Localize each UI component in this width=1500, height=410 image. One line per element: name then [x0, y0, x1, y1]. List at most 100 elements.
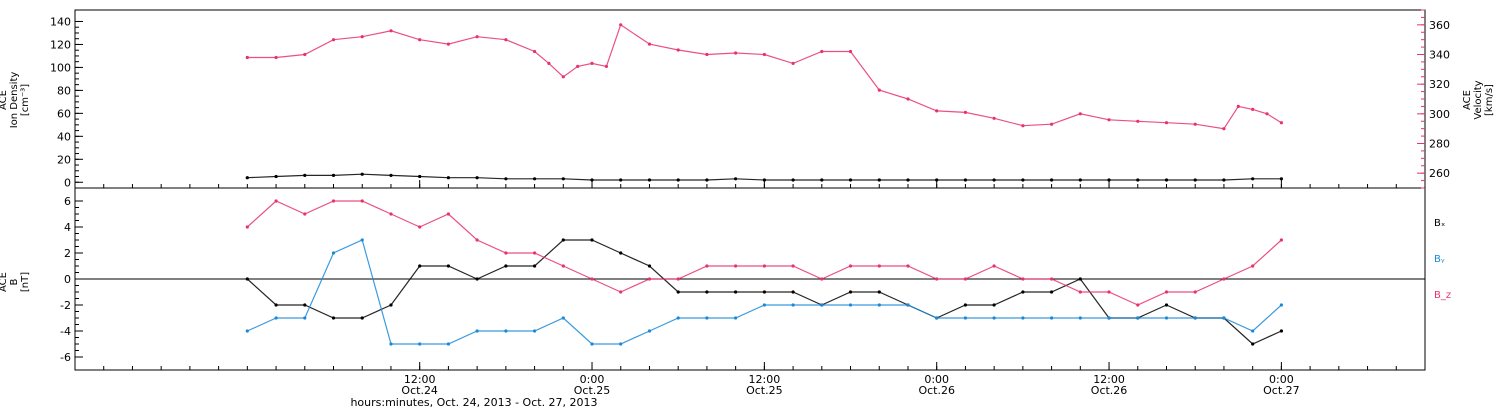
velocity-point	[1265, 112, 1269, 116]
velocity-tick-label: 320	[1429, 78, 1450, 91]
velocity-point	[734, 51, 738, 55]
x-tick-label-date: Oct.25	[746, 384, 783, 397]
bz-point	[1251, 264, 1255, 268]
by-point	[1193, 316, 1197, 320]
bx-point	[963, 303, 968, 307]
b-tick-label: 6	[64, 195, 71, 208]
bz-point	[504, 251, 508, 255]
by-point	[504, 329, 508, 333]
ion-density-point	[1078, 178, 1082, 182]
b-legend: Bₓ Bᵧ B_z	[1434, 218, 1451, 301]
b-label-line-2: B	[9, 278, 20, 285]
velocity-point	[1193, 122, 1197, 126]
bz-point	[590, 277, 594, 281]
bz-point	[446, 212, 450, 216]
bx-point	[504, 264, 508, 268]
by-point	[791, 303, 795, 307]
velocity-point	[992, 116, 996, 120]
bz-point	[1136, 303, 1140, 307]
by-point	[1251, 329, 1255, 333]
velocity-line	[247, 23, 1282, 130]
by-point	[446, 342, 450, 346]
velocity-point	[1136, 119, 1140, 123]
velocity-point	[1164, 121, 1169, 125]
bx-point	[331, 316, 336, 320]
velocity-point	[245, 55, 249, 60]
velocity-point	[446, 42, 450, 46]
by-point	[475, 329, 479, 333]
velocity-point	[475, 35, 479, 39]
bz-point	[245, 225, 249, 229]
ion-density-point	[619, 178, 623, 182]
ion-density-point	[791, 178, 795, 182]
velocity-tick-label: 360	[1429, 19, 1450, 32]
bx-point	[590, 238, 594, 242]
bz-point	[877, 264, 881, 268]
by-point	[418, 342, 422, 346]
bx-point	[389, 303, 393, 307]
by-point	[1107, 316, 1111, 320]
bx-point	[1279, 329, 1283, 333]
bz-point	[619, 290, 623, 294]
bx-point	[1078, 277, 1082, 281]
by-point	[590, 342, 594, 346]
bz-point	[762, 264, 767, 268]
ion-density-point	[762, 178, 767, 182]
velocity-point	[360, 35, 364, 39]
bx-point	[848, 290, 853, 294]
b-tick-label: 2	[64, 247, 71, 260]
velocity-point	[1021, 124, 1025, 128]
by-point	[533, 329, 537, 333]
magnetic-field-axis-label: ACE B [nT]	[0, 272, 31, 292]
ion-density-point	[963, 178, 968, 182]
by-point	[1078, 316, 1082, 320]
bx-point	[303, 303, 307, 307]
bx-point	[734, 290, 738, 294]
velocity-point	[762, 52, 767, 57]
velocity-point	[547, 61, 551, 65]
ion-density-point	[1251, 177, 1255, 181]
b-tick-label: -4	[60, 325, 71, 338]
velocity-point	[705, 52, 709, 57]
velocity-point	[906, 97, 910, 101]
bz-point	[274, 199, 278, 203]
bx-point	[274, 303, 278, 307]
velocity-point	[331, 38, 336, 42]
velocity-point	[1078, 112, 1082, 116]
density-tick-label: 40	[57, 130, 71, 143]
ion-density-point	[820, 178, 824, 182]
bx-point	[360, 316, 364, 320]
ion-density-point	[734, 177, 738, 181]
ion-density-point	[274, 174, 278, 179]
velocity-point	[576, 64, 580, 68]
density-tick-label: 120	[50, 38, 71, 51]
density-tick-label: 60	[57, 107, 71, 120]
bz-point	[992, 264, 996, 268]
bx-point	[705, 290, 709, 294]
by-point	[647, 329, 652, 333]
bz-point	[1078, 290, 1082, 294]
bz-point	[734, 264, 738, 268]
density-tick-label: 20	[57, 153, 71, 166]
legend-bx: Bₓ	[1434, 218, 1445, 229]
bz-point	[1164, 290, 1169, 294]
bz-point	[848, 264, 853, 268]
ion-density-point	[1136, 178, 1140, 182]
bx-point	[475, 277, 479, 281]
velocity-label-line-1: ACE	[1462, 90, 1473, 110]
by-point	[1222, 316, 1226, 320]
by-point	[676, 316, 680, 320]
velocity-point	[504, 38, 508, 42]
ion-density-point	[504, 177, 508, 181]
ion-density-point	[446, 176, 450, 180]
bz-point	[331, 199, 336, 203]
by-point	[906, 303, 910, 307]
by-point	[561, 316, 565, 320]
velocity-tick-label: 260	[1429, 167, 1450, 180]
bz-point	[389, 212, 393, 216]
x-tick-label-time: 12:00	[1093, 373, 1125, 386]
ion-density-point	[1107, 178, 1111, 182]
velocity-point	[877, 88, 881, 92]
x-tick-label-date: Oct.26	[918, 384, 955, 397]
